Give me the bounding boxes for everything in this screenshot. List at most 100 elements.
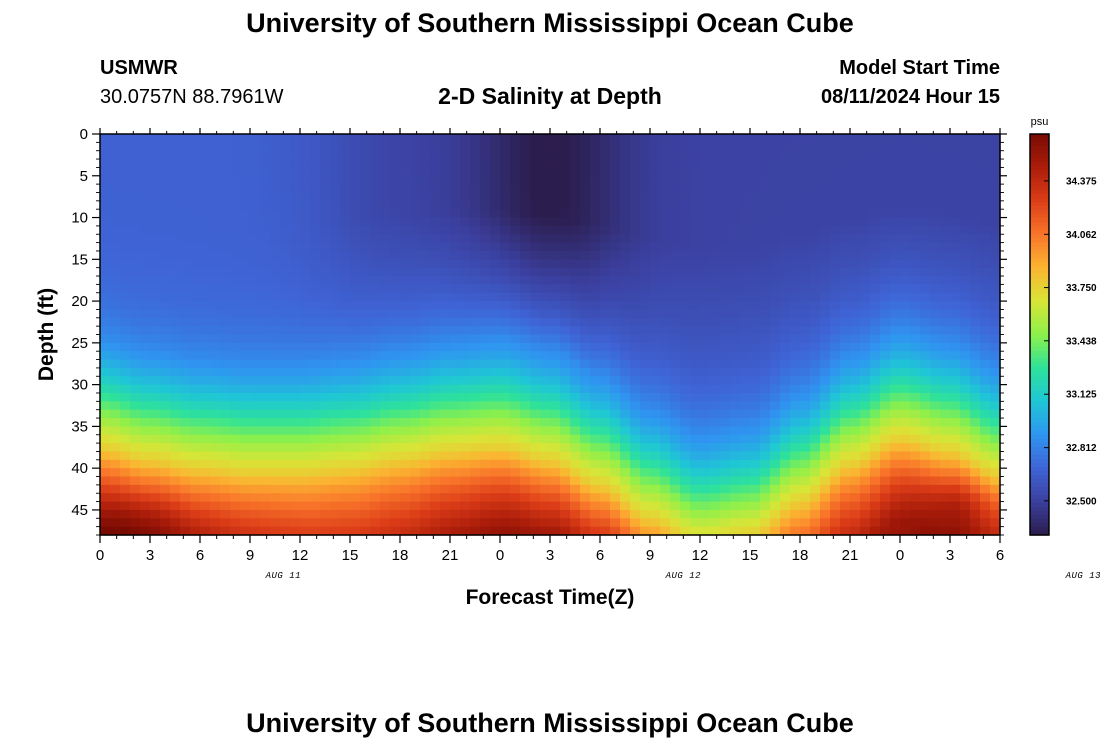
heatmap-cell bbox=[930, 234, 941, 244]
heatmap-cell bbox=[600, 367, 611, 377]
heatmap-cell bbox=[890, 367, 901, 377]
heatmap-cell bbox=[610, 392, 621, 402]
heatmap-cell bbox=[790, 250, 801, 260]
heatmap-cell bbox=[570, 518, 581, 528]
heatmap-cell bbox=[680, 334, 691, 344]
heatmap-cell bbox=[350, 342, 361, 352]
heatmap-cell bbox=[530, 192, 541, 202]
heatmap-cell bbox=[160, 484, 171, 494]
heatmap-cell bbox=[430, 493, 441, 503]
heatmap-cell bbox=[530, 284, 541, 294]
heatmap-cell bbox=[370, 384, 381, 394]
heatmap-cell bbox=[960, 426, 971, 436]
heatmap-cell bbox=[600, 351, 611, 361]
heatmap-cell bbox=[360, 276, 371, 285]
heatmap-cell bbox=[970, 501, 981, 511]
heatmap-cell bbox=[250, 317, 261, 327]
heatmap-cell bbox=[180, 259, 191, 269]
heatmap-cell bbox=[600, 167, 611, 177]
heatmap-cell bbox=[310, 142, 321, 152]
heatmap-cell bbox=[190, 200, 201, 210]
heatmap-cell bbox=[890, 476, 901, 486]
heatmap-cell bbox=[100, 359, 111, 369]
heatmap-cell bbox=[150, 309, 161, 319]
heatmap-cell bbox=[650, 501, 661, 511]
heatmap-cell bbox=[700, 384, 711, 394]
heatmap-cell bbox=[680, 234, 691, 244]
heatmap-cell bbox=[490, 267, 501, 277]
heatmap-cell bbox=[890, 493, 901, 503]
heatmap-cell bbox=[510, 451, 521, 461]
heatmap-cell bbox=[930, 409, 941, 419]
heatmap-cell bbox=[620, 359, 631, 369]
heatmap-cell bbox=[840, 509, 851, 519]
colorbar-segment bbox=[1030, 502, 1049, 508]
heatmap-cell bbox=[780, 359, 791, 369]
heatmap-cell bbox=[410, 209, 421, 219]
heatmap-cell bbox=[950, 409, 961, 419]
x-tick-label: 0 bbox=[896, 547, 904, 564]
heatmap-cell bbox=[150, 134, 161, 143]
heatmap-cell bbox=[360, 192, 371, 202]
heatmap-cell bbox=[270, 150, 281, 160]
heatmap-cell bbox=[600, 175, 611, 185]
heatmap-cell bbox=[180, 134, 191, 143]
heatmap-cell bbox=[940, 468, 951, 478]
heatmap-cell bbox=[770, 351, 781, 361]
heatmap-cell bbox=[740, 242, 751, 252]
heatmap-cell bbox=[170, 493, 181, 503]
heatmap-cell bbox=[260, 234, 271, 244]
heatmap-cell bbox=[220, 301, 231, 311]
heatmap-cell bbox=[840, 276, 851, 285]
heatmap-cell bbox=[810, 267, 821, 277]
heatmap-cell bbox=[700, 426, 711, 436]
heatmap-cell bbox=[630, 192, 641, 202]
heatmap-cell bbox=[370, 451, 381, 461]
heatmap-cell bbox=[710, 134, 721, 143]
colorbar-segment bbox=[1030, 474, 1049, 480]
heatmap-cell bbox=[980, 459, 991, 469]
heatmap-cell bbox=[670, 192, 681, 202]
heatmap-cell bbox=[130, 217, 141, 227]
heatmap-cell bbox=[580, 518, 591, 528]
heatmap-cell bbox=[930, 518, 941, 528]
heatmap-cell bbox=[250, 409, 261, 419]
heatmap-cell bbox=[320, 301, 331, 311]
heatmap-cell bbox=[930, 359, 941, 369]
heatmap-cell bbox=[520, 501, 531, 511]
heatmap-cell bbox=[750, 409, 761, 419]
heatmap-cell bbox=[600, 384, 611, 394]
heatmap-cell bbox=[260, 342, 271, 352]
heatmap-cell bbox=[850, 434, 861, 444]
heatmap-cell bbox=[130, 451, 141, 461]
heatmap-cell bbox=[600, 134, 611, 143]
heatmap-cell bbox=[640, 434, 651, 444]
heatmap-cell bbox=[140, 209, 151, 219]
heatmap-cell bbox=[630, 142, 641, 152]
heatmap-cell bbox=[250, 292, 261, 302]
heatmap-cell bbox=[900, 342, 911, 352]
heatmap-cell bbox=[920, 443, 931, 453]
heatmap-cell bbox=[870, 150, 881, 160]
heatmap-cell bbox=[840, 476, 851, 486]
heatmap-cell bbox=[750, 167, 761, 177]
heatmap-cell bbox=[650, 334, 661, 344]
heatmap-cell bbox=[120, 443, 131, 453]
heatmap-cell bbox=[350, 426, 361, 436]
heatmap-cell bbox=[240, 401, 251, 411]
heatmap-cell bbox=[270, 134, 281, 143]
heatmap-cell bbox=[400, 468, 411, 478]
heatmap-cell bbox=[970, 301, 981, 311]
heatmap-cell bbox=[820, 392, 831, 402]
heatmap-cell bbox=[260, 284, 271, 294]
heatmap-cell bbox=[780, 209, 791, 219]
heatmap-cell bbox=[310, 476, 321, 486]
heatmap-cell bbox=[830, 284, 841, 294]
heatmap-cell bbox=[450, 493, 461, 503]
heatmap-cell bbox=[500, 443, 511, 453]
heatmap-cell bbox=[920, 225, 931, 235]
heatmap-cell bbox=[500, 225, 511, 235]
heatmap-cell bbox=[890, 509, 901, 519]
heatmap-cell bbox=[150, 217, 161, 227]
heatmap-cell bbox=[940, 159, 951, 169]
